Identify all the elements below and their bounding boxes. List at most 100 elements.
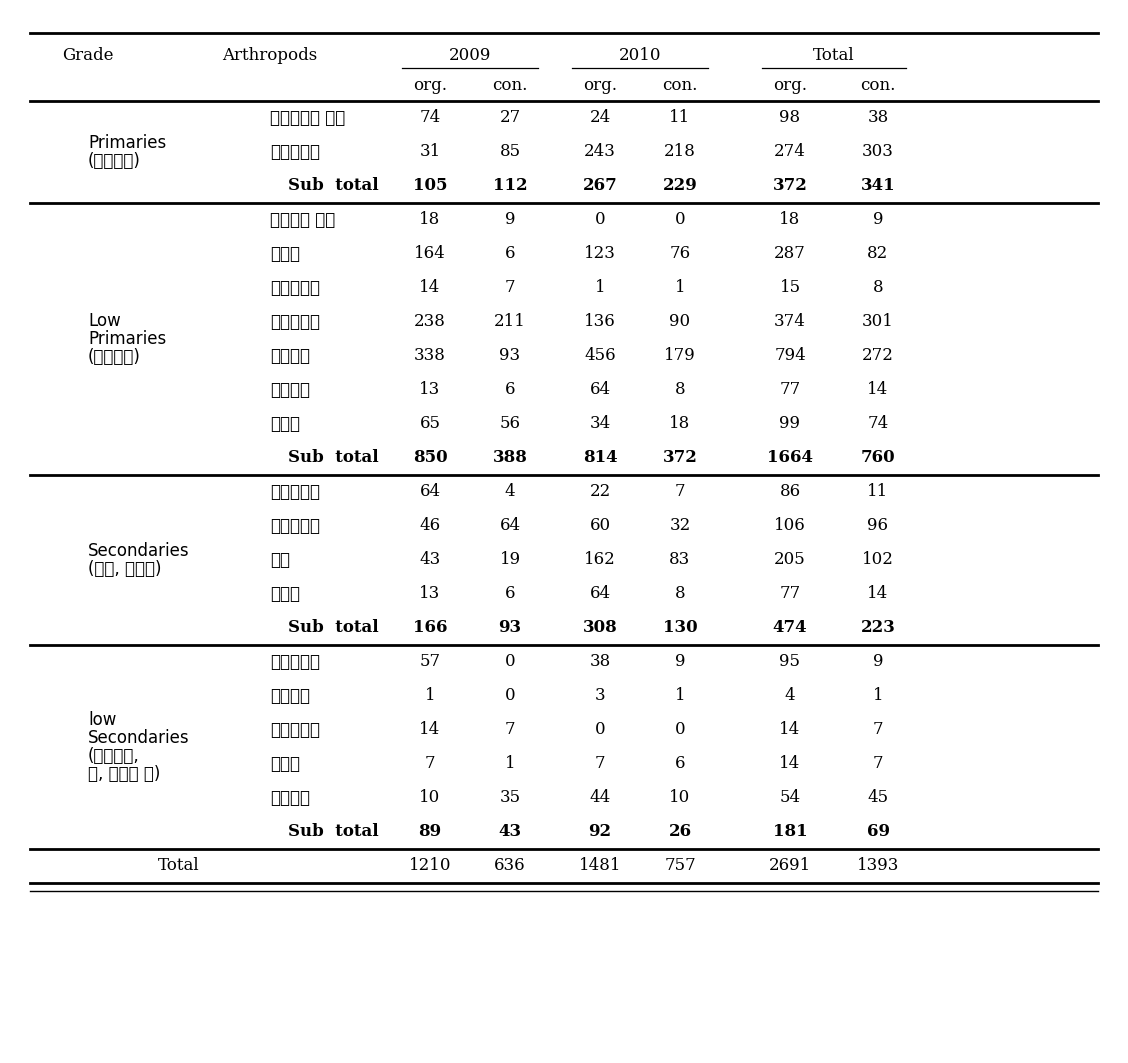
Text: 4: 4 xyxy=(785,688,795,705)
Text: 13: 13 xyxy=(420,382,441,399)
Text: 14: 14 xyxy=(867,382,889,399)
Text: (녹색식물): (녹색식물) xyxy=(88,152,141,170)
Text: 노래기: 노래기 xyxy=(270,585,300,603)
Text: 106: 106 xyxy=(774,518,805,535)
Text: 162: 162 xyxy=(584,552,616,569)
Text: Total: Total xyxy=(813,47,855,64)
Text: 301: 301 xyxy=(862,314,893,331)
Text: 34: 34 xyxy=(589,416,610,433)
Text: 45: 45 xyxy=(867,790,889,807)
Text: Sub  total: Sub total xyxy=(288,620,379,637)
Text: 1210: 1210 xyxy=(408,858,451,875)
Text: 64: 64 xyxy=(420,484,441,501)
Text: Secondaries: Secondaries xyxy=(88,729,190,747)
Text: 27: 27 xyxy=(500,109,521,126)
Text: 14: 14 xyxy=(420,280,441,297)
Text: 7: 7 xyxy=(504,280,515,297)
Text: 2691: 2691 xyxy=(769,858,811,875)
Text: 38: 38 xyxy=(589,654,610,671)
Text: con.: con. xyxy=(492,78,528,95)
Text: 전기문응애: 전기문응애 xyxy=(270,483,320,501)
Text: 274: 274 xyxy=(774,144,805,161)
Text: 372: 372 xyxy=(662,450,697,467)
Text: 123: 123 xyxy=(584,246,616,263)
Text: 똑풍덩이: 똑풍덩이 xyxy=(270,687,310,705)
Text: 파리목유충: 파리목유충 xyxy=(270,144,320,161)
Text: 9: 9 xyxy=(504,212,515,229)
Text: 8: 8 xyxy=(675,586,686,603)
Text: 풍덩이류 유충: 풍덩이류 유충 xyxy=(270,210,335,229)
Text: 64: 64 xyxy=(590,586,610,603)
Text: 99: 99 xyxy=(779,416,801,433)
Text: Primaries: Primaries xyxy=(88,330,166,348)
Text: 9: 9 xyxy=(873,212,883,229)
Text: 35: 35 xyxy=(500,790,520,807)
Text: 205: 205 xyxy=(774,552,805,569)
Text: 238: 238 xyxy=(414,314,446,331)
Text: 7: 7 xyxy=(675,484,686,501)
Text: 1: 1 xyxy=(873,688,883,705)
Text: 77: 77 xyxy=(779,586,801,603)
Text: 송장벌레류: 송장벌레류 xyxy=(270,653,320,671)
Text: Grade: Grade xyxy=(62,47,114,64)
Text: 179: 179 xyxy=(664,348,696,365)
Text: 374: 374 xyxy=(774,314,805,331)
Text: 10: 10 xyxy=(669,790,690,807)
Text: 287: 287 xyxy=(774,246,805,263)
Text: 181: 181 xyxy=(773,824,808,841)
Text: 38: 38 xyxy=(867,109,889,126)
Text: 31: 31 xyxy=(420,144,441,161)
Text: (고사식물): (고사식물) xyxy=(88,348,141,366)
Text: 8: 8 xyxy=(675,382,686,399)
Text: 달팩이: 달팩이 xyxy=(270,755,300,773)
Text: 14: 14 xyxy=(420,722,441,739)
Text: 814: 814 xyxy=(583,450,617,467)
Text: 211: 211 xyxy=(494,314,526,331)
Text: 9: 9 xyxy=(675,654,685,671)
Text: 85: 85 xyxy=(500,144,520,161)
Text: 338: 338 xyxy=(414,348,446,365)
Text: 636: 636 xyxy=(494,858,526,875)
Text: 9: 9 xyxy=(873,654,883,671)
Text: Primaries: Primaries xyxy=(88,134,166,152)
Text: 90: 90 xyxy=(669,314,690,331)
Text: 69: 69 xyxy=(866,824,890,841)
Text: 74: 74 xyxy=(867,416,889,433)
Text: Sub  total: Sub total xyxy=(288,450,379,467)
Text: 8: 8 xyxy=(873,280,883,297)
Text: 날개응애류: 날개응애류 xyxy=(270,313,320,331)
Text: 388: 388 xyxy=(493,450,528,467)
Text: 26: 26 xyxy=(669,824,691,841)
Text: 13: 13 xyxy=(420,586,441,603)
Text: 850: 850 xyxy=(413,450,448,467)
Text: 474: 474 xyxy=(773,620,808,637)
Text: 1481: 1481 xyxy=(579,858,622,875)
Text: 93: 93 xyxy=(500,348,520,365)
Text: 0: 0 xyxy=(594,722,606,739)
Text: 7: 7 xyxy=(873,756,883,773)
Text: 166: 166 xyxy=(413,620,447,637)
Text: 77: 77 xyxy=(779,382,801,399)
Text: 98: 98 xyxy=(779,109,801,126)
Text: 60: 60 xyxy=(590,518,610,535)
Text: 4: 4 xyxy=(504,484,515,501)
Text: 105: 105 xyxy=(413,178,447,195)
Text: Secondaries: Secondaries xyxy=(88,542,190,560)
Text: 757: 757 xyxy=(664,858,696,875)
Text: 10: 10 xyxy=(420,790,441,807)
Text: Arthropods: Arthropods xyxy=(222,47,318,64)
Text: 지렁이: 지렁이 xyxy=(270,415,300,433)
Text: 딱정벌레목 유충: 딱정벌레목 유충 xyxy=(270,109,345,126)
Text: 44: 44 xyxy=(589,790,610,807)
Text: 46: 46 xyxy=(420,518,441,535)
Text: 1664: 1664 xyxy=(767,450,813,467)
Text: 노래기류: 노래기류 xyxy=(270,381,310,399)
Text: 112: 112 xyxy=(493,178,527,195)
Text: 중기문응애: 중기문응애 xyxy=(270,517,320,535)
Text: 1: 1 xyxy=(594,280,606,297)
Text: 57: 57 xyxy=(420,654,441,671)
Text: 95: 95 xyxy=(779,654,801,671)
Text: con.: con. xyxy=(662,78,698,95)
Text: 92: 92 xyxy=(589,824,611,841)
Text: 272: 272 xyxy=(862,348,893,365)
